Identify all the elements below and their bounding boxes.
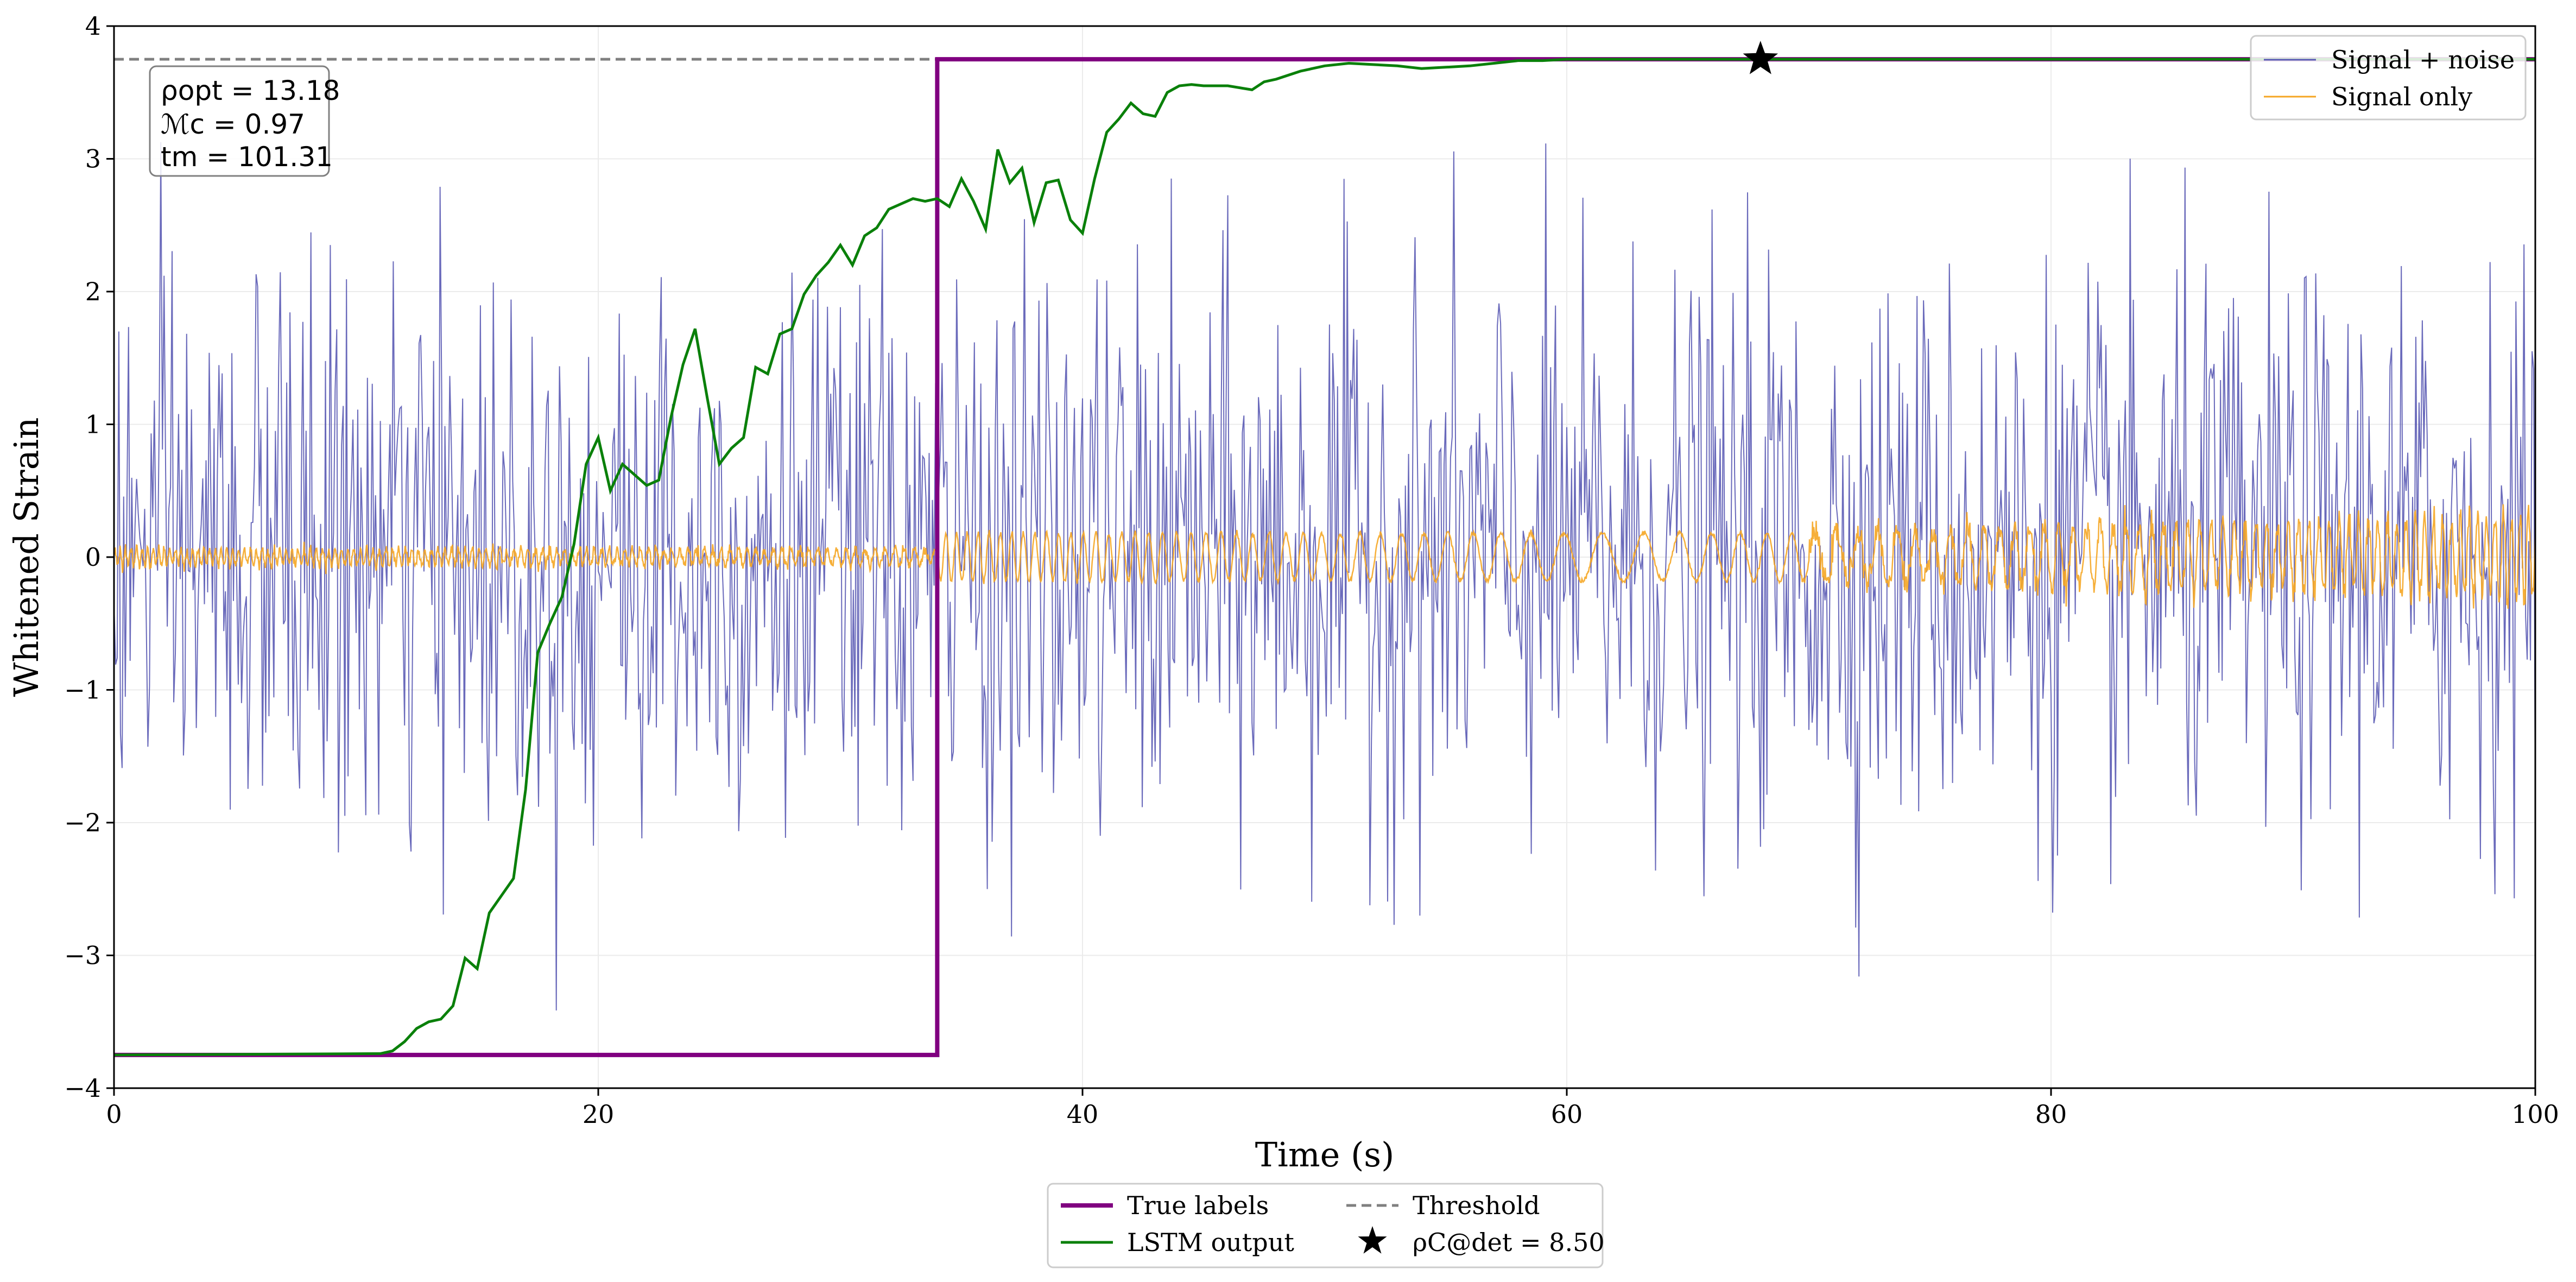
series-signal-noise — [114, 142, 2535, 1011]
y-tick-label: −3 — [64, 941, 101, 970]
legend-label-signal-only: Signal only — [2331, 82, 2472, 111]
legend-label-signal-noise: Signal + noise — [2331, 45, 2515, 74]
x-tick-label: 100 — [2511, 1100, 2559, 1129]
y-axis-label: Whitened Strain — [7, 418, 46, 697]
x-tick-label: 20 — [583, 1100, 615, 1129]
x-tick-label: 60 — [1551, 1100, 1583, 1129]
series-signal-only — [114, 504, 2535, 609]
y-tick-label: −4 — [64, 1073, 101, 1103]
info-box: ρopt = 13.18 ℳc = 0.97 tm = 101.31 — [149, 65, 340, 177]
plot-series — [114, 57, 2535, 1057]
y-tick-label: 2 — [85, 277, 101, 306]
info-match-c: ℳc = 0.97 — [161, 109, 305, 140]
legend-swatch-star — [1358, 1226, 1387, 1254]
legend-label-true-labels: True labels — [1127, 1191, 1269, 1220]
legend-label-threshold: Threshold — [1413, 1191, 1540, 1220]
y-tick-label: 1 — [85, 410, 101, 439]
legend-upper-frame — [2250, 35, 2527, 121]
series-lstm-output — [114, 58, 2535, 1057]
info-box-frame — [149, 65, 330, 177]
y-tick-label: 0 — [85, 542, 101, 572]
legend-label-lstm-output: LSTM output — [1127, 1228, 1294, 1257]
y-tick-label: 3 — [85, 144, 101, 174]
y-tick-label: 4 — [85, 11, 101, 41]
info-rho-opt: ρopt = 13.18 — [161, 75, 340, 106]
legend-upper: Signal + noise Signal only — [2250, 35, 2527, 121]
x-tick-label: 40 — [1067, 1100, 1099, 1129]
y-tick-label: −1 — [64, 675, 101, 705]
x-axis-label: Time (s) — [1255, 1135, 1395, 1174]
legend-lower-frame — [1047, 1183, 1604, 1268]
x-tick-label: 80 — [2035, 1100, 2067, 1129]
y-tick-label: −2 — [64, 808, 101, 837]
detection-star-marker — [1743, 41, 1778, 74]
legend-lower: True labels Threshold LSTM output ρC@det… — [1047, 1183, 1605, 1268]
axis-ticks: 0 20 40 60 80 100 −4 −3 −2 −1 0 1 2 3 4 — [64, 11, 2559, 1129]
info-t-m: tm = 101.31 — [161, 141, 333, 173]
x-tick-label: 0 — [106, 1100, 122, 1129]
legend-label-rho-det: ρC@det = 8.50 — [1413, 1228, 1605, 1257]
